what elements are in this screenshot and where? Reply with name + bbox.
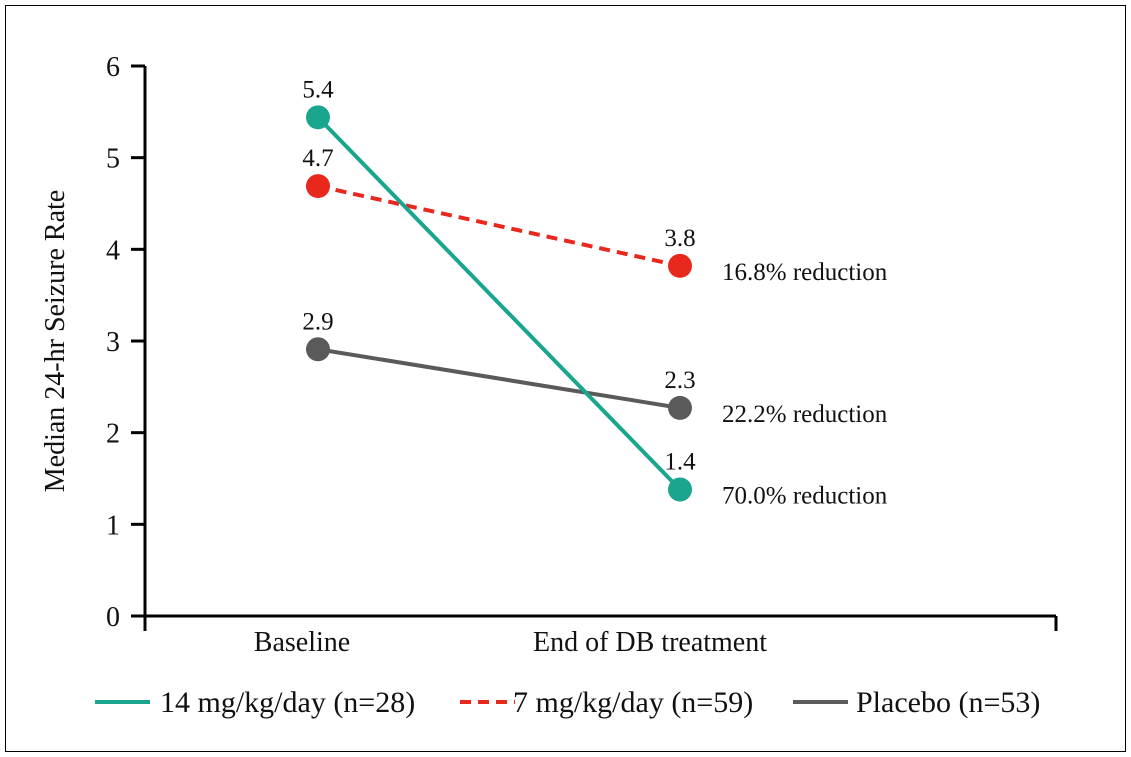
y-tick-label: 3 (106, 327, 120, 358)
x-tick-label: Baseline (254, 627, 350, 658)
data-label: 3.8 (664, 225, 695, 252)
data-label: 4.7 (302, 145, 333, 172)
reduction-annotation: 70.0% reduction (722, 483, 888, 510)
data-point (668, 477, 692, 502)
data-labels: 5.4 1.4 4.7 3.8 2.9 2.3 (302, 76, 696, 475)
data-point (306, 105, 330, 130)
y-tick-label: 5 (106, 144, 120, 175)
y-ticks: 0 1 2 3 4 5 6 (106, 52, 145, 633)
y-tick-label: 6 (106, 52, 120, 83)
data-label: 2.9 (302, 308, 333, 335)
data-point (306, 174, 330, 199)
data-label: 1.4 (664, 449, 696, 476)
legend-label: Placebo (n=53) (856, 686, 1040, 719)
y-axis-title: Median 24-hr Seizure Rate (40, 190, 71, 492)
chart-frame (5, 5, 1126, 752)
legend: 14 mg/kg/day (n=28) 7 mg/kg/day (n=59) Pla… (95, 686, 1040, 719)
axes (143, 66, 1058, 631)
x-ticks: Baseline End of DB treatment (254, 627, 767, 658)
reduction-annotation: 22.2% reduction (722, 401, 888, 428)
y-tick-label: 4 (106, 235, 120, 266)
legend-label: 7 mg/kg/day (n=59) (513, 686, 753, 719)
annotations: 70.0% reduction 16.8% reduction 22.2% redu… (722, 259, 888, 510)
data-point (668, 253, 692, 278)
data-label: 5.4 (302, 76, 334, 103)
legend-label: 14 mg/kg/day (n=28) (160, 686, 415, 719)
series-lines (316, 115, 682, 491)
y-tick-label: 1 (106, 510, 120, 541)
reduction-annotation: 16.8% reduction (722, 259, 888, 286)
data-point (306, 337, 330, 362)
data-label: 2.3 (664, 367, 695, 394)
y-tick-label: 0 (106, 602, 120, 633)
data-point (668, 395, 692, 420)
y-tick-label: 2 (106, 419, 120, 450)
series-line-0 (316, 115, 682, 491)
series-points (306, 105, 692, 502)
series-line-1 (317, 184, 681, 268)
series-line-2 (317, 347, 681, 410)
x-tick-label: End of DB treatment (533, 627, 767, 658)
